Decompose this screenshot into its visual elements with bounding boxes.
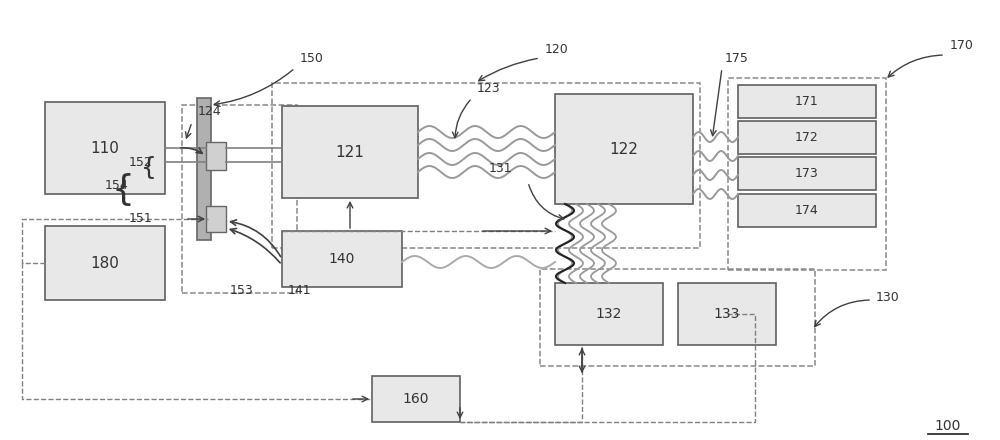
Text: 180: 180 [91, 256, 119, 271]
FancyBboxPatch shape [738, 194, 876, 227]
Text: 132: 132 [596, 307, 622, 321]
Text: 172: 172 [795, 131, 819, 144]
Text: 122: 122 [610, 142, 638, 157]
Text: 100: 100 [935, 419, 961, 433]
FancyBboxPatch shape [206, 206, 226, 232]
FancyBboxPatch shape [282, 231, 402, 287]
Text: 141: 141 [288, 284, 312, 297]
FancyBboxPatch shape [555, 94, 693, 204]
Text: 171: 171 [795, 95, 819, 108]
Text: 170: 170 [950, 39, 974, 52]
FancyBboxPatch shape [738, 85, 876, 118]
Text: {: { [111, 173, 134, 207]
Text: 140: 140 [329, 252, 355, 266]
FancyBboxPatch shape [45, 102, 165, 194]
Text: 154: 154 [104, 179, 128, 191]
Text: 151: 151 [128, 212, 152, 224]
Text: 173: 173 [795, 167, 819, 180]
FancyBboxPatch shape [45, 226, 165, 300]
Text: {: { [141, 156, 157, 180]
FancyBboxPatch shape [738, 121, 876, 154]
Text: 130: 130 [876, 290, 900, 304]
FancyBboxPatch shape [197, 98, 211, 240]
Text: 150: 150 [300, 52, 324, 65]
FancyBboxPatch shape [555, 283, 663, 345]
Text: 123: 123 [477, 82, 501, 95]
Text: 110: 110 [91, 140, 119, 155]
Text: 175: 175 [725, 52, 749, 65]
FancyBboxPatch shape [738, 157, 876, 190]
FancyBboxPatch shape [282, 106, 418, 198]
Text: 120: 120 [545, 43, 569, 56]
Text: 174: 174 [795, 204, 819, 217]
Text: 160: 160 [403, 392, 429, 406]
Text: 153: 153 [230, 284, 254, 297]
Text: 131: 131 [488, 162, 512, 175]
FancyBboxPatch shape [372, 376, 460, 422]
Text: 121: 121 [336, 144, 364, 160]
Text: 124: 124 [198, 105, 222, 118]
FancyBboxPatch shape [678, 283, 776, 345]
Text: 152: 152 [128, 155, 152, 169]
Text: 133: 133 [714, 307, 740, 321]
FancyBboxPatch shape [206, 142, 226, 170]
